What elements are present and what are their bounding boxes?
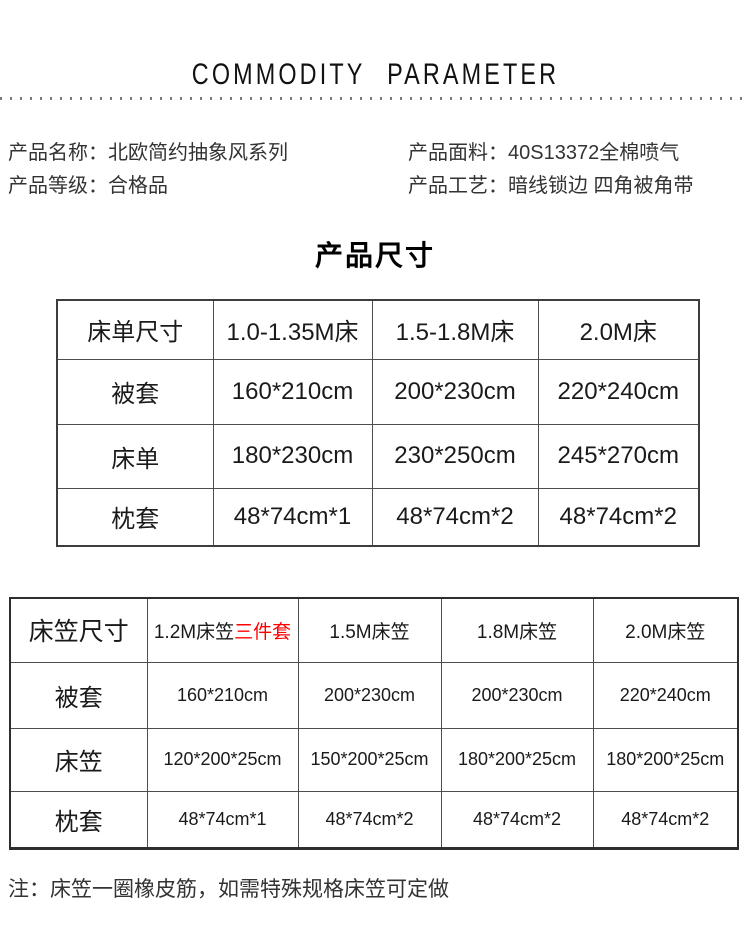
product-craft-label: 产品工艺： xyxy=(408,175,508,197)
fitted-col1-header-highlight: 三件套 xyxy=(234,621,292,643)
row-label-cell: 床单 xyxy=(56,423,214,489)
product-info: 产品名称：北欧简约抽象风系列 产品面料：40S13372全棉喷气 产品等级：合格… xyxy=(8,134,744,200)
value-cell: 180*230cm xyxy=(212,423,373,489)
value-cell: 48*74cm*1 xyxy=(212,487,373,547)
value-cell: 180*200*25cm xyxy=(592,727,739,792)
value-cell: 48*74cm*2 xyxy=(297,790,442,849)
product-fabric-label: 产品面料： xyxy=(408,142,508,164)
sheet-size-table: 床单尺寸 1.0-1.35M床 1.5-1.8M床 2.0M床 被套 160*2… xyxy=(56,299,700,547)
table-row: 枕套 48*74cm*1 48*74cm*2 48*74cm*2 xyxy=(56,487,700,547)
sheet-table-header-cell: 1.0-1.35M床 xyxy=(212,299,373,360)
row-label-cell: 枕套 xyxy=(9,790,148,849)
fitted-col1-header-text: 1.2M床笠 xyxy=(153,621,235,643)
table-row: 被套 160*210cm 200*230cm 220*240cm xyxy=(56,358,700,425)
table-row: 床笠尺寸 1.2M床笠三件套 1.5M床笠 1.8M床笠 2.0M床笠 xyxy=(9,597,739,663)
row-label-cell: 床笠 xyxy=(9,727,148,792)
footnote: 注：床笠一圈橡皮筋，如需特殊规格床笠可定做 xyxy=(8,878,449,901)
value-cell: 120*200*25cm xyxy=(146,727,299,792)
value-cell: 200*230cm xyxy=(371,358,539,425)
product-name-value: 北欧简约抽象风系列 xyxy=(108,142,288,164)
value-cell: 220*240cm xyxy=(592,661,739,729)
sheet-table-header-cell: 床单尺寸 xyxy=(56,299,214,360)
product-craft-value: 暗线锁边 四角被角带 xyxy=(508,175,694,197)
product-name-label: 产品名称： xyxy=(8,142,108,164)
table-row: 床单尺寸 1.0-1.35M床 1.5-1.8M床 2.0M床 xyxy=(56,299,700,360)
product-fabric-field: 产品面料：40S13372全棉喷气 xyxy=(408,136,744,165)
product-grade-value: 合格品 xyxy=(108,175,168,197)
product-fabric-value: 40S13372全棉喷气 xyxy=(508,142,680,164)
fitted-table-header-cell: 床笠尺寸 xyxy=(9,597,148,663)
fitted-table-header-cell: 1.8M床笠 xyxy=(440,597,594,663)
page-title: COMMODITY PARAMETER xyxy=(0,58,750,92)
product-grade-label: 产品等级： xyxy=(8,175,108,197)
product-craft-field: 产品工艺：暗线锁边 四角被角带 xyxy=(408,169,744,198)
fitted-table-header-cell: 2.0M床笠 xyxy=(592,597,739,663)
table-row: 被套 160*210cm 200*230cm 200*230cm 220*240… xyxy=(9,661,739,729)
fitted-sheet-size-table: 床笠尺寸 1.2M床笠三件套 1.5M床笠 1.8M床笠 2.0M床笠 被套 1… xyxy=(9,597,739,850)
table-row: 床笠 120*200*25cm 150*200*25cm 180*200*25c… xyxy=(9,727,739,792)
product-name-field: 产品名称：北欧简约抽象风系列 xyxy=(8,136,408,165)
row-label-cell: 被套 xyxy=(9,661,148,729)
page-title-text: COMMODITY PARAMETER xyxy=(191,58,559,91)
row-label-cell: 枕套 xyxy=(56,487,214,547)
sheet-table-header-cell: 1.5-1.8M床 xyxy=(371,299,539,360)
product-grade-field: 产品等级：合格品 xyxy=(8,169,408,198)
value-cell: 200*230cm xyxy=(440,661,594,729)
value-cell: 48*74cm*1 xyxy=(146,790,299,849)
value-cell: 150*200*25cm xyxy=(297,727,442,792)
value-cell: 48*74cm*2 xyxy=(371,487,539,547)
table-row: 床单 180*230cm 230*250cm 245*270cm xyxy=(56,423,700,489)
value-cell: 48*74cm*2 xyxy=(537,487,700,547)
value-cell: 200*230cm xyxy=(297,661,442,729)
dotted-divider xyxy=(0,97,750,100)
section-title: 产品尺寸 xyxy=(314,240,435,271)
value-cell: 160*210cm xyxy=(212,358,373,425)
value-cell: 48*74cm*2 xyxy=(440,790,594,849)
sheet-table-header-cell: 2.0M床 xyxy=(537,299,700,360)
fitted-table-header-cell: 1.5M床笠 xyxy=(297,597,442,663)
fitted-table-header-cell: 1.2M床笠三件套 xyxy=(146,597,299,663)
value-cell: 220*240cm xyxy=(537,358,700,425)
value-cell: 245*270cm xyxy=(537,423,700,489)
value-cell: 160*210cm xyxy=(146,661,299,729)
row-label-cell: 被套 xyxy=(56,358,214,425)
table-row: 枕套 48*74cm*1 48*74cm*2 48*74cm*2 48*74cm… xyxy=(9,790,739,849)
value-cell: 230*250cm xyxy=(371,423,539,489)
value-cell: 180*200*25cm xyxy=(440,727,594,792)
value-cell: 48*74cm*2 xyxy=(592,790,739,849)
